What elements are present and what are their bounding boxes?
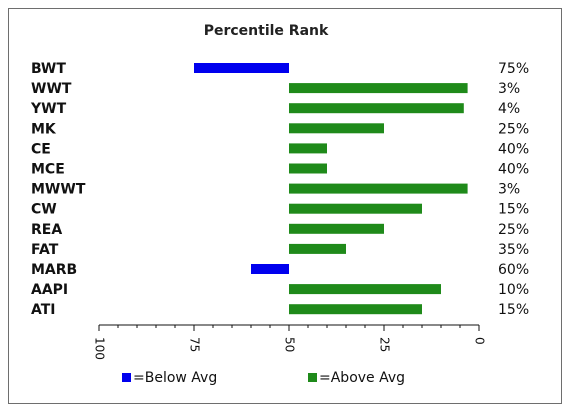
category-label: ATI	[31, 302, 56, 318]
value-label: 75%	[498, 61, 529, 77]
category-label: MWWT	[31, 182, 86, 198]
value-label: 15%	[498, 202, 529, 218]
x-tick-label: 25	[378, 337, 392, 352]
value-label: 40%	[498, 162, 529, 178]
value-label: 3%	[498, 182, 520, 198]
bar-cw	[289, 203, 422, 214]
value-label: 40%	[498, 141, 529, 157]
bar-mce	[289, 163, 327, 174]
category-label: REA	[31, 222, 62, 238]
bar-ywt	[289, 103, 464, 114]
legend-label: =Below Avg	[133, 370, 217, 386]
category-label: YWT	[30, 101, 67, 117]
bar-marb	[251, 264, 289, 274]
value-label: 15%	[498, 302, 529, 318]
category-label: CW	[31, 202, 57, 218]
chart-title: Percentile Rank	[204, 23, 329, 39]
category-label: AAPI	[31, 282, 68, 298]
category-label: MARB	[31, 262, 77, 278]
bar-bwt	[194, 63, 289, 73]
category-label: MK	[31, 121, 57, 137]
bar-mk	[289, 123, 384, 134]
bar-aapi	[289, 284, 441, 295]
legend-swatch	[122, 373, 131, 382]
category-label: WWT	[31, 81, 72, 97]
bar-ce	[289, 143, 327, 154]
category-label: MCE	[31, 162, 65, 178]
percentile-rank-chart: Percentile Rank BWT 75% WWT 3% YWT 4% MK 25% CE 4…	[30, 23, 529, 386]
x-tick-label: 50	[283, 337, 297, 352]
legend-swatch	[308, 373, 317, 382]
bar-fat	[289, 243, 346, 254]
value-label: 4%	[498, 101, 520, 117]
bar-wwt	[289, 83, 468, 94]
value-label: 35%	[498, 242, 529, 258]
bar-ati	[289, 304, 422, 315]
category-label: FAT	[31, 242, 59, 258]
value-label: 25%	[498, 121, 529, 137]
x-tick-label: 0	[473, 337, 487, 345]
x-tick-label: 100	[93, 337, 107, 360]
value-label: 60%	[498, 262, 529, 278]
value-label: 3%	[498, 81, 520, 97]
chart-panel: Percentile Rank BWT 75% WWT 3% YWT 4% MK 25% CE 4…	[8, 8, 562, 404]
value-label: 25%	[498, 222, 529, 238]
x-tick-label: 75	[188, 337, 202, 352]
bar-mwwt	[289, 183, 468, 194]
category-label: BWT	[31, 61, 66, 77]
value-label: 10%	[498, 282, 529, 298]
bar-rea	[289, 223, 384, 234]
category-label: CE	[31, 141, 51, 157]
legend-label: =Above Avg	[319, 370, 405, 386]
